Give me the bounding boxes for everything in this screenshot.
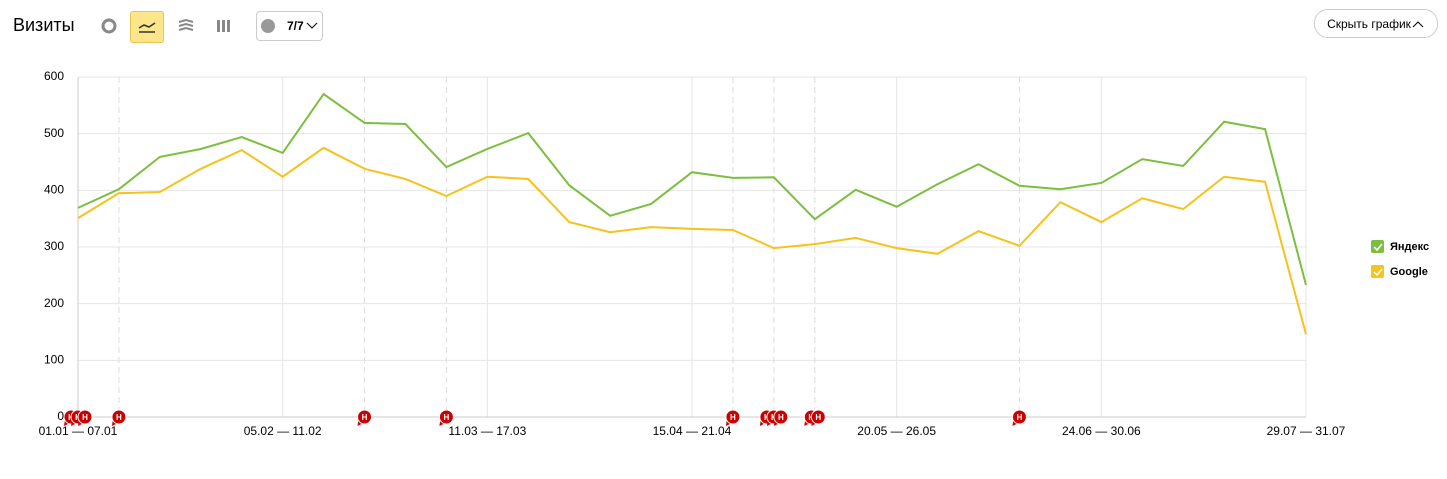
legend-checkbox [1371,240,1384,253]
event-marker-circle [357,409,373,425]
legend-checkbox [1371,265,1384,278]
legend-item[interactable]: Google [1371,265,1428,278]
event-marker[interactable]: Н [77,409,93,426]
event-marker-circle [438,409,454,425]
hide-chart-button[interactable]: Скрыть график [1314,9,1438,38]
x-tick-label: 01.01 — 07.01 [39,424,118,438]
x-tick-label: 29.07 — 31.07 [1267,424,1346,438]
area-view-button[interactable] [170,11,202,41]
event-marker-circle [810,409,826,425]
event-marker[interactable]: Н [1011,409,1027,426]
legend-label: Google [1390,266,1428,278]
event-marker-circle [1011,409,1027,425]
series-line [77,92,1307,286]
filter-label: 7/7 [287,19,304,33]
event-marker[interactable]: Н [357,409,373,426]
event-marker-label: Н [444,413,450,422]
event-marker-circle [77,409,93,425]
y-tick-label: 400 [44,183,64,197]
event-marker-circle [725,409,741,425]
x-tick-label: 05.02 — 11.02 [244,424,322,438]
x-tick-label: 11.03 — 17.03 [448,424,526,438]
x-tick-label: 24.06 — 30.06 [1062,424,1141,438]
event-marker-label: Н [778,413,784,422]
event-marker-label: Н [82,413,88,422]
event-marker[interactable]: Н [773,409,789,426]
event-marker-circle [111,409,127,425]
y-tick-label: 300 [44,239,64,253]
y-tick-label: 500 [44,126,64,140]
event-marker[interactable]: Н [810,409,826,426]
event-marker[interactable]: Н [725,409,741,426]
hide-chart-label: Скрыть график [1327,16,1411,31]
legend-item[interactable]: Яндекс [1371,240,1429,253]
line-view-button[interactable] [130,11,164,43]
series-line [77,146,1307,335]
event-marker-label: Н [116,413,122,422]
event-marker-circle [773,409,789,425]
y-tick-label: 0 [57,409,64,423]
legend-check [1373,243,1383,252]
y-tick-label: 200 [44,296,64,310]
title: Визиты [13,15,75,35]
event-marker[interactable]: Н [111,409,127,426]
event-marker-label: Н [730,413,736,422]
x-tick-label: 20.05 — 26.05 [857,424,936,438]
event-marker-label: Н [1017,413,1023,422]
legend-check [1373,268,1383,277]
y-tick-label: 600 [44,69,64,83]
y-tick-label: 100 [44,353,64,367]
chart: 0 100 200 300 400 500 600 01.01 — 07.01 05.02 — … [39,69,1430,438]
event-marker-label: Н [815,413,821,422]
bar-view-button[interactable] [208,11,240,41]
legend-label: Яндекс [1390,241,1429,253]
event-marker[interactable]: Н [438,409,454,426]
x-tick-label: 15.04 — 21.04 [653,424,732,438]
event-marker-label: Н [362,413,368,422]
pie-view-button[interactable] [93,11,125,41]
filter-dropdown[interactable]: 7/7 [256,11,323,41]
